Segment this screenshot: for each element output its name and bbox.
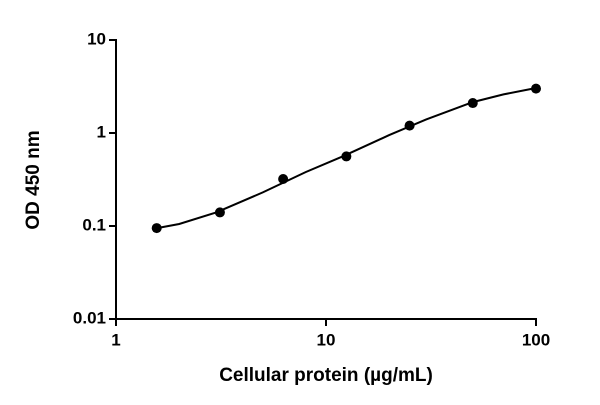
y-tick-label: 1 [97,122,106,141]
y-tick-label: 10 [87,29,106,48]
data-point [467,98,478,109]
x-axis-label: Cellular protein (µg/mL) [219,365,433,386]
y-axis-label: OD 450 nm [23,130,44,229]
y-tick-label: 0.01 [73,308,106,327]
data-point [531,83,541,94]
data-point [404,120,415,131]
x-tick-label: 1 [111,330,120,349]
data-point [214,207,225,218]
data-point [278,174,289,185]
x-tick-label: 100 [522,330,550,349]
x-tick-label: 10 [317,330,336,349]
data-point [341,151,352,162]
y-tick-label: 0.1 [82,215,106,234]
data-point [151,223,162,234]
